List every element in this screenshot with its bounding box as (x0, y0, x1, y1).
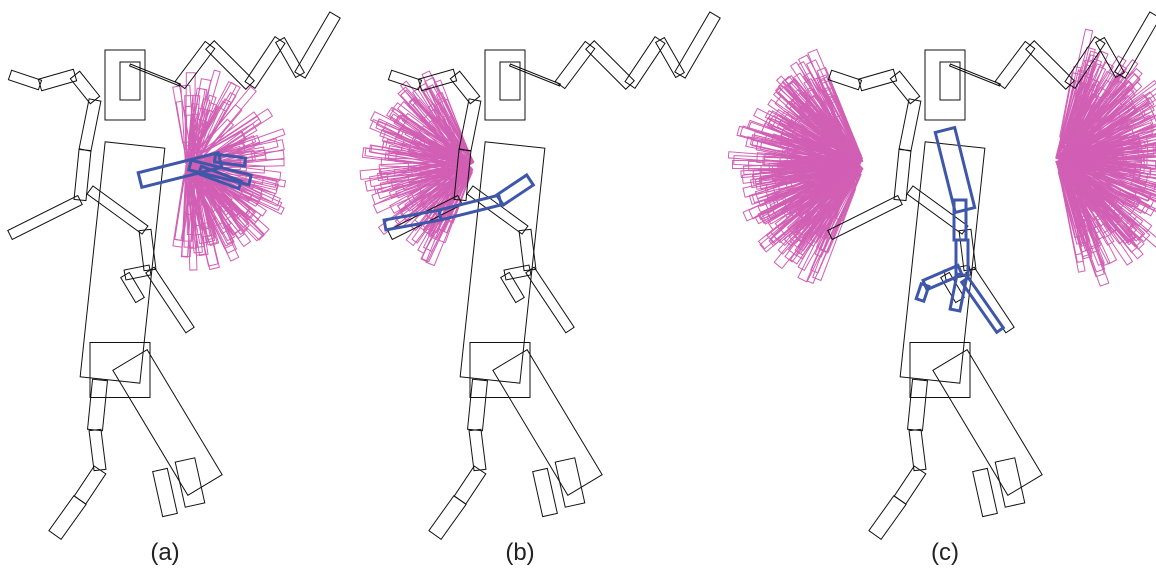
skeleton-limb (894, 466, 926, 504)
skeleton-limb (388, 70, 421, 89)
skeleton-limb (89, 429, 106, 470)
skeleton-limb (586, 41, 634, 89)
skeleton-limb (139, 229, 156, 270)
skeleton-limb (526, 267, 574, 333)
selected-limb (916, 284, 929, 302)
skeleton-limb (49, 496, 86, 540)
skeleton-limb (908, 379, 928, 430)
skeleton-limb (429, 496, 466, 540)
skeleton-limb (79, 99, 101, 151)
sampled-poses (173, 29, 1156, 286)
skeleton-limb (113, 350, 222, 496)
skeleton-limb (454, 466, 486, 504)
skeleton-limb (899, 99, 921, 151)
skeleton-limb (625, 37, 665, 89)
skeleton-limb (153, 468, 178, 516)
skeleton-limb (8, 196, 82, 240)
skeleton-limb (245, 37, 285, 89)
skeleton-limb (869, 496, 906, 540)
skeleton-limb (80, 142, 165, 383)
panel-label: (b) (505, 539, 534, 566)
skeleton-limb (995, 41, 1035, 88)
skeleton-limb (925, 50, 965, 120)
skeleton-limb (120, 62, 140, 100)
skeleton-limb (500, 62, 520, 100)
skeleton-limb (900, 142, 985, 383)
skeleton-limb (555, 458, 585, 507)
skeleton-limb (950, 64, 1001, 86)
skeleton-limb (510, 64, 561, 86)
skeleton-limb (468, 379, 488, 430)
skeleton-limb (533, 468, 558, 516)
skeleton-limb (909, 429, 926, 470)
panel-label: (c) (931, 539, 959, 566)
skeleton-limb (940, 62, 960, 100)
skeleton-limb (485, 50, 525, 120)
skeleton-limb (74, 466, 106, 504)
skeleton-limb (555, 41, 595, 88)
selected-limb (497, 175, 534, 205)
skeleton-limb (933, 350, 1042, 496)
skeleton-limb (276, 38, 305, 78)
skeleton-limb (460, 142, 545, 383)
figure: (a) (b) (c) (0, 0, 1156, 573)
skeleton-limb (175, 458, 205, 507)
panel-label: (a) (150, 539, 179, 566)
skeleton-limb (70, 71, 99, 103)
skeleton-limb (88, 379, 108, 430)
skeleton-limb (146, 267, 194, 333)
skeleton-limb (493, 350, 602, 496)
skeleton-limb (890, 71, 919, 103)
skeleton-limb (8, 70, 41, 89)
skeleton-limb (1026, 41, 1074, 89)
skeleton-limb (105, 50, 145, 120)
skeleton-limb (656, 38, 685, 78)
skeleton-limb (450, 71, 479, 103)
skeleton-limb (995, 458, 1025, 507)
skeleton-limb (130, 64, 181, 86)
skeleton-limb (973, 468, 998, 516)
skeleton-limb (469, 429, 486, 470)
skeleton-limb (519, 229, 536, 270)
